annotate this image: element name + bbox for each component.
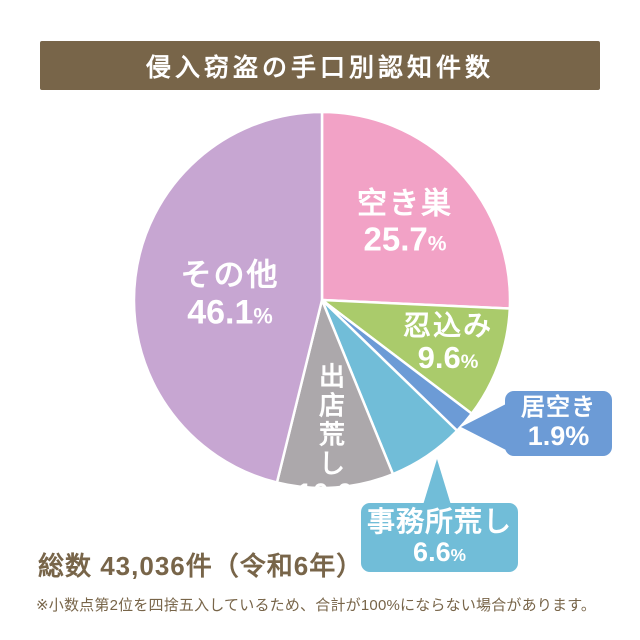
callout-tail-jimusho	[423, 459, 451, 505]
slice-label-demise-arashi: 出店荒し 10.0%	[297, 361, 370, 512]
pie-slice-1	[320, 298, 512, 415]
title-banner: 侵入窃盗の手口別認知件数	[40, 41, 600, 90]
footnote: ※小数点第2位を四捨五入しているため、合計が100%にならない場合があります。	[36, 597, 597, 614]
percent-sign: %	[427, 232, 447, 256]
slice-percent: 25.7%	[357, 220, 453, 258]
slice-label-akisu: 空き巣 25.7%	[357, 188, 453, 259]
percent-value: 10.0	[296, 478, 353, 511]
callout-iaki: 居空き 1.9%	[505, 391, 612, 456]
slice-name: その他	[180, 257, 280, 293]
pie-slice-0	[320, 110, 512, 310]
percent-value: 1.9	[527, 420, 566, 451]
percent-sign: %	[565, 420, 590, 451]
callout-name: 事務所荒し	[366, 506, 512, 538]
slice-label-sonota: その他 46.1%	[180, 257, 280, 332]
slice-percent: 46.1%	[181, 293, 280, 331]
total-label: 総数 43,036件（令和6年）	[38, 551, 364, 581]
callout-tail-iaki	[461, 404, 506, 450]
pie-slice-4	[275, 298, 395, 490]
percent-sign: %	[450, 545, 466, 566]
slice-name: 出店荒し	[318, 361, 348, 479]
percent-value: 46.1	[187, 293, 254, 332]
percent-value: 9.6	[417, 340, 461, 376]
callout-name: 居空き	[521, 394, 596, 422]
percent-sign: %	[253, 303, 273, 329]
slice-name: 空き巣	[357, 187, 453, 221]
slice-percent: 9.6%	[403, 340, 493, 376]
callout-jimusho-arashi: 事務所荒し 6.6%	[361, 503, 518, 572]
callout-percent: 6.6%	[361, 537, 518, 568]
percent-sign: %	[352, 486, 370, 508]
percent-value: 6.6	[413, 537, 451, 568]
pie-slice-5	[132, 110, 324, 484]
percent-sign: %	[460, 351, 479, 374]
callout-percent: 1.9%	[505, 420, 612, 452]
slice-label-shinobikomi: 忍込み 9.6%	[403, 310, 493, 376]
percent-value: 25.7	[363, 220, 428, 258]
slice-name: 忍込み	[402, 309, 494, 341]
slice-percent: 10.0%	[297, 479, 370, 511]
page-title: 侵入窃盗の手口別認知件数	[145, 53, 494, 82]
